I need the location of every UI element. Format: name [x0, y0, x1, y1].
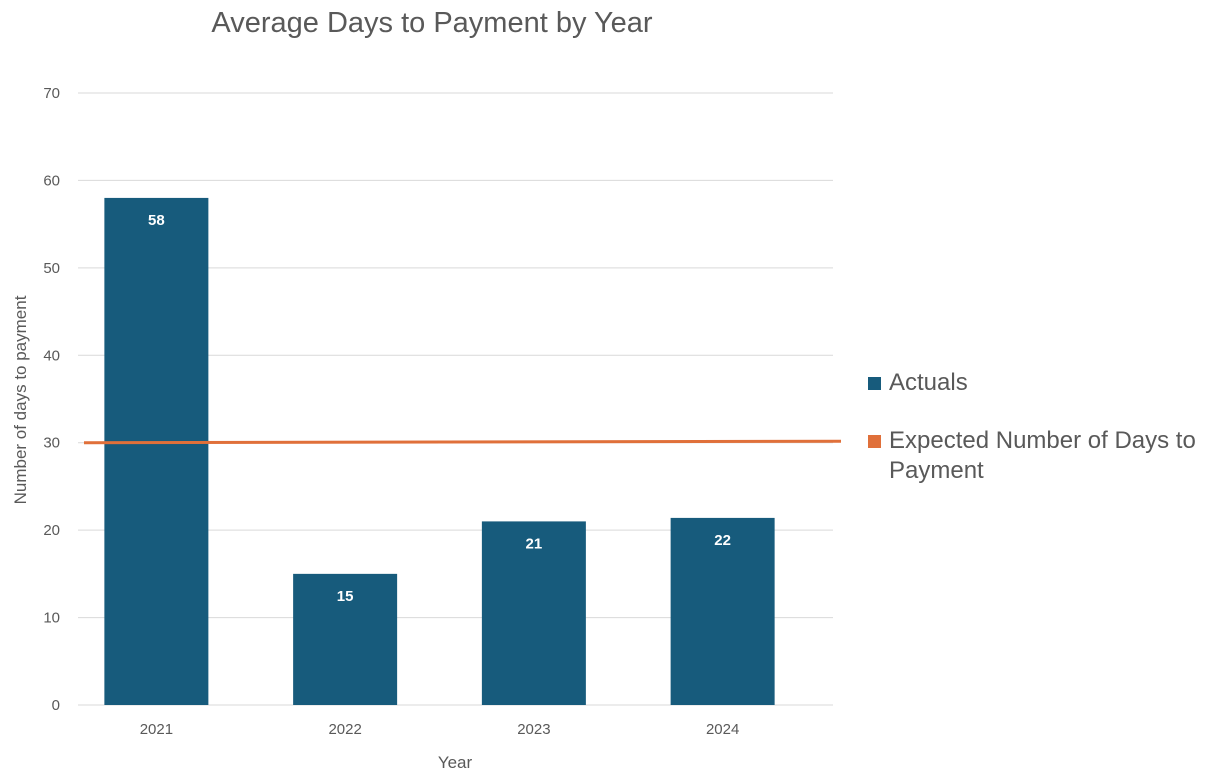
bar-2024 [670, 517, 775, 705]
x-axis-ticks: 2021 2022 2023 2024 [140, 721, 740, 738]
x-tick-label: 2022 [328, 721, 361, 738]
x-axis-title: Year [438, 753, 473, 772]
bar-2022 [293, 573, 398, 705]
legend-swatch-expected [868, 435, 881, 448]
expected-line [83, 439, 842, 445]
bars [104, 197, 775, 705]
bar-label-2021: 58 [148, 212, 165, 229]
y-tick-label: 0 [52, 697, 60, 714]
bar-label-2022: 15 [337, 588, 354, 605]
bar-2023 [481, 521, 586, 705]
legend-label-expected: Expected Number of Days to Payment [889, 427, 1196, 484]
y-tick-label: 40 [43, 347, 60, 364]
x-tick-label: 2023 [517, 721, 550, 738]
y-axis-title: Number of days to payment [11, 295, 30, 504]
bar-label-2024: 22 [714, 532, 731, 549]
x-tick-label: 2021 [140, 721, 173, 738]
bar-label-2023: 21 [526, 535, 543, 552]
legend-label-actuals: Actuals [889, 369, 968, 396]
y-tick-label: 50 [43, 260, 60, 277]
y-tick-label: 10 [43, 610, 60, 627]
chart-title: Average Days to Payment by Year [211, 7, 653, 39]
y-tick-label: 70 [43, 85, 60, 102]
legend-swatch-actuals [868, 377, 881, 390]
legend-item-actuals: Actuals [868, 368, 1230, 398]
y-tick-label: 30 [43, 435, 60, 452]
y-tick-label: 60 [43, 172, 60, 189]
y-axis-ticks: 0 10 20 30 40 50 60 70 [43, 85, 60, 714]
bar-data-labels: 58 15 21 22 [148, 212, 731, 605]
legend-item-expected: Expected Number of Days to Payment [868, 426, 1230, 486]
bar-2021 [104, 197, 209, 705]
y-tick-label: 20 [43, 522, 60, 539]
x-tick-label: 2024 [706, 721, 739, 738]
expected-line-group [83, 439, 842, 445]
legend: Actuals Expected Number of Days to Payme… [868, 368, 1230, 486]
